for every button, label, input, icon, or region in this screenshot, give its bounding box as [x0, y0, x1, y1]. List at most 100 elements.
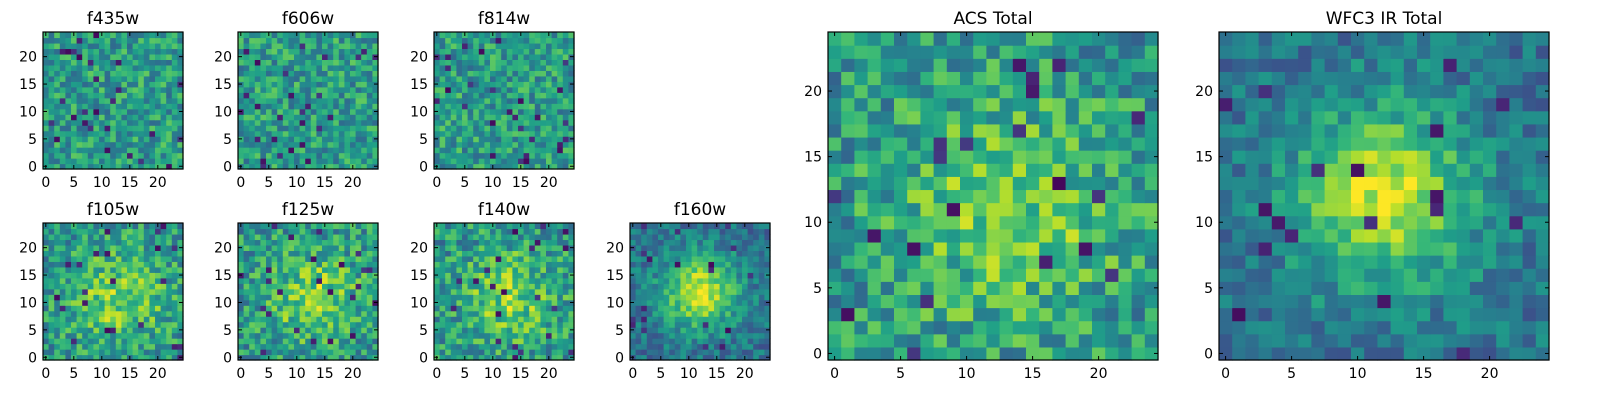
heatmap-cell: [478, 349, 485, 356]
heatmap-cell: [249, 103, 256, 110]
heatmap-cell: [450, 305, 457, 312]
heatmap-cell: [327, 64, 334, 71]
heatmap-cell: [758, 321, 765, 328]
heatmap-cell: [266, 75, 273, 82]
heatmap-cell: [132, 288, 139, 295]
heatmap-cell: [730, 299, 737, 306]
heatmap-cell: [355, 147, 362, 154]
heatmap-cell: [366, 310, 373, 317]
heatmap-cell: [355, 349, 362, 356]
heatmap-cell: [166, 81, 173, 88]
heatmap-cell: [546, 114, 553, 121]
heatmap-cell: [115, 32, 122, 39]
heatmap-cell: [434, 48, 441, 55]
heatmap-cell: [149, 349, 156, 356]
heatmap-cell: [635, 354, 642, 361]
heatmap-cell: [546, 283, 553, 290]
heatmap-cell: [338, 349, 345, 356]
heatmap-cell: [753, 343, 760, 350]
heatmap-cell: [529, 250, 536, 257]
heatmap-cell: [747, 321, 754, 328]
heatmap-cell: [445, 250, 452, 257]
heatmap-cell: [93, 136, 100, 143]
heatmap-cell: [854, 215, 869, 230]
heatmap-cell: [546, 332, 553, 339]
heatmap-cell: [674, 332, 681, 339]
heatmap-cell: [473, 114, 480, 121]
heatmap-cell: [82, 92, 89, 99]
heatmap-cell: [456, 158, 463, 165]
heatmap-cell: [366, 81, 373, 88]
heatmap-cell: [753, 294, 760, 301]
heatmap-cell: [686, 266, 693, 273]
heatmap-cell: [350, 244, 357, 251]
heatmap-cell: [366, 255, 373, 262]
heatmap-cell: [166, 64, 173, 71]
heatmap-cell: [828, 268, 842, 282]
heatmap-cell: [132, 266, 139, 273]
heatmap-cell: [894, 320, 908, 335]
heatmap-cell: [635, 310, 642, 317]
heatmap-cell: [143, 294, 150, 301]
heatmap-cell: [310, 114, 317, 121]
heatmap-cell: [478, 272, 485, 279]
heatmap-cell: [160, 239, 167, 246]
heatmap-cell: [104, 108, 111, 115]
heatmap-cell: [288, 272, 295, 279]
heatmap-cell: [65, 266, 72, 273]
heatmap-cell: [658, 228, 665, 235]
heatmap-cell: [177, 64, 184, 71]
heatmap-cell: [177, 261, 184, 268]
heatmap-cell: [495, 354, 502, 361]
heatmap-cell: [478, 119, 485, 126]
heatmap-cell: [652, 228, 659, 235]
x-tick-label: 15: [708, 366, 726, 382]
heatmap-cell: [160, 310, 167, 317]
heatmap-cell: [43, 239, 50, 246]
heatmap-cell: [160, 255, 167, 262]
heatmap-cell: [249, 343, 256, 350]
heatmap-cell: [484, 163, 491, 170]
heatmap-cell: [484, 272, 491, 279]
heatmap-cell: [512, 152, 519, 159]
heatmap-cell: [260, 299, 267, 306]
heatmap-cell: [445, 310, 452, 317]
heatmap-cell: [99, 321, 106, 328]
heatmap-cell: [327, 332, 334, 339]
heatmap-cell: [523, 141, 530, 148]
heatmap-cell: [501, 119, 508, 126]
heatmap-cell: [127, 255, 134, 262]
heatmap-cell: [87, 343, 94, 350]
heatmap-cell: [294, 277, 301, 284]
heatmap-cell: [104, 48, 111, 55]
heatmap-cell: [674, 261, 681, 268]
heatmap-cell: [65, 239, 72, 246]
heatmap-cell: [445, 136, 452, 143]
heatmap-cell: [243, 349, 250, 356]
heatmap-cell: [127, 277, 134, 284]
heatmap-cell: [568, 32, 575, 39]
heatmap-cell: [93, 272, 100, 279]
heatmap-cell: [736, 228, 743, 235]
heatmap-cell: [691, 299, 698, 306]
heatmap-cell: [71, 316, 78, 323]
heatmap-cell: [266, 103, 273, 110]
heatmap-cell: [534, 70, 541, 77]
heatmap-cell: [495, 223, 502, 230]
heatmap-cell: [138, 327, 145, 334]
heatmap-cell: [110, 152, 117, 159]
heatmap-cell: [282, 321, 289, 328]
heatmap-cell: [473, 86, 480, 93]
heatmap-cell: [277, 338, 284, 345]
heatmap-cell: [708, 321, 715, 328]
heatmap-cell: [355, 299, 362, 306]
heatmap-cell: [1092, 255, 1106, 269]
heatmap-cell: [758, 272, 765, 279]
heatmap-cell: [490, 288, 497, 295]
heatmap-cell: [506, 250, 513, 257]
heatmap-cell: [490, 97, 497, 104]
heatmap-cell: [104, 86, 111, 93]
heatmap-cell: [529, 59, 536, 66]
heatmap-cell: [59, 228, 66, 235]
heatmap-cell: [551, 86, 558, 93]
